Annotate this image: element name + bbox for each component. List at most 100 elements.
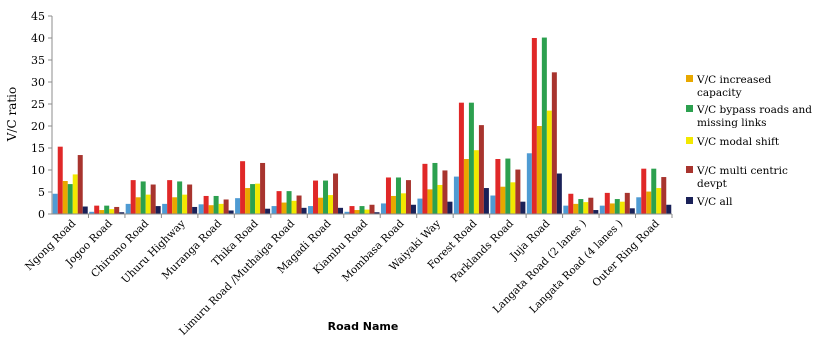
- y-tick-label: 0: [38, 208, 45, 221]
- bar: [245, 188, 251, 214]
- bar: [531, 38, 537, 214]
- bar: [385, 177, 391, 214]
- bar: [89, 211, 95, 214]
- legend-label: V/C multi centric devpt: [696, 165, 788, 190]
- bar: [104, 205, 110, 214]
- bar: [380, 203, 386, 214]
- y-tick-label: 45: [31, 10, 45, 23]
- bar: [109, 209, 115, 214]
- bar: [323, 180, 329, 214]
- bar: [187, 184, 193, 214]
- legend-swatch: [686, 166, 693, 173]
- bar: [656, 188, 662, 214]
- bar: [619, 201, 625, 214]
- bar: [286, 191, 292, 214]
- bar: [546, 110, 552, 214]
- bar: [182, 194, 188, 214]
- bar: [265, 208, 271, 214]
- bar: [453, 176, 459, 214]
- y-tick-label: 15: [31, 142, 45, 155]
- bar: [318, 197, 324, 214]
- bar: [666, 204, 672, 214]
- x-tick-label: Parklands Road: [449, 217, 517, 285]
- bar: [119, 212, 125, 214]
- bar: [155, 206, 161, 214]
- bar: [442, 170, 448, 214]
- bar: [192, 206, 198, 214]
- legend-label: V/C all: [696, 196, 733, 208]
- legend-swatch: [686, 105, 693, 112]
- bar: [651, 168, 657, 214]
- bar: [432, 162, 438, 214]
- bar: [583, 202, 589, 214]
- bar: [291, 200, 297, 214]
- bar: [417, 198, 423, 214]
- bar: [271, 206, 277, 214]
- bar: [641, 168, 647, 214]
- bar: [369, 204, 375, 214]
- x-tick-label: Uhuru Highway: [119, 218, 187, 286]
- bar: [140, 181, 146, 214]
- bar: [636, 197, 642, 214]
- bar: [198, 204, 204, 214]
- bar: [125, 203, 131, 214]
- bar: [593, 210, 599, 214]
- bar: [167, 180, 173, 214]
- bar: [255, 183, 261, 214]
- bar: [599, 205, 605, 214]
- bar: [162, 203, 168, 214]
- bar: [213, 195, 219, 214]
- legend-label: V/C bypass roads and missing links: [696, 104, 812, 129]
- bar: [276, 191, 282, 214]
- bar: [99, 210, 105, 214]
- bar: [260, 162, 266, 214]
- bar: [541, 37, 547, 215]
- bar: [624, 192, 630, 214]
- legend-swatch: [686, 197, 693, 204]
- bar: [208, 205, 214, 214]
- bar: [437, 184, 443, 214]
- bar: [150, 184, 156, 214]
- bar: [177, 181, 183, 214]
- bar: [526, 153, 532, 214]
- x-tick-label: Mombasa Road: [340, 217, 407, 284]
- bar: [661, 177, 667, 214]
- bar: [604, 192, 610, 214]
- legend-label: V/C modal shift: [696, 136, 780, 148]
- legend-label: V/C increased capacity: [696, 74, 772, 99]
- bar: [500, 186, 506, 214]
- y-tick-label: 30: [31, 76, 45, 89]
- bar: [395, 177, 401, 214]
- y-axis: 0 5 10 15 20 25 30 35 40 45: [31, 10, 53, 221]
- bar: [281, 202, 287, 214]
- bar: [578, 199, 584, 214]
- bar: [463, 159, 469, 214]
- bar: [172, 197, 178, 214]
- bar: [609, 203, 615, 214]
- bar: [614, 199, 620, 214]
- bar: [505, 158, 511, 214]
- x-tick-label: Outer Ring Road: [590, 217, 662, 289]
- bar: [410, 204, 416, 214]
- legend-swatch: [686, 137, 693, 144]
- bar: [573, 203, 579, 214]
- bar: [235, 198, 241, 214]
- bar: [114, 206, 120, 214]
- bar: [145, 194, 151, 214]
- bar: [390, 195, 396, 214]
- bar: [82, 206, 88, 214]
- bars: [52, 37, 672, 215]
- bar: [52, 193, 58, 214]
- bar: [250, 184, 256, 214]
- y-tick-label: 5: [38, 186, 45, 199]
- bar: [646, 191, 652, 214]
- bar: [228, 210, 234, 214]
- bar: [568, 193, 574, 214]
- bar: [588, 197, 594, 214]
- y-tick-label: 35: [31, 54, 45, 67]
- bar: [203, 195, 209, 214]
- legend-swatch: [686, 75, 693, 82]
- bar: [301, 207, 307, 214]
- bar: [427, 189, 433, 214]
- bar: [563, 205, 569, 214]
